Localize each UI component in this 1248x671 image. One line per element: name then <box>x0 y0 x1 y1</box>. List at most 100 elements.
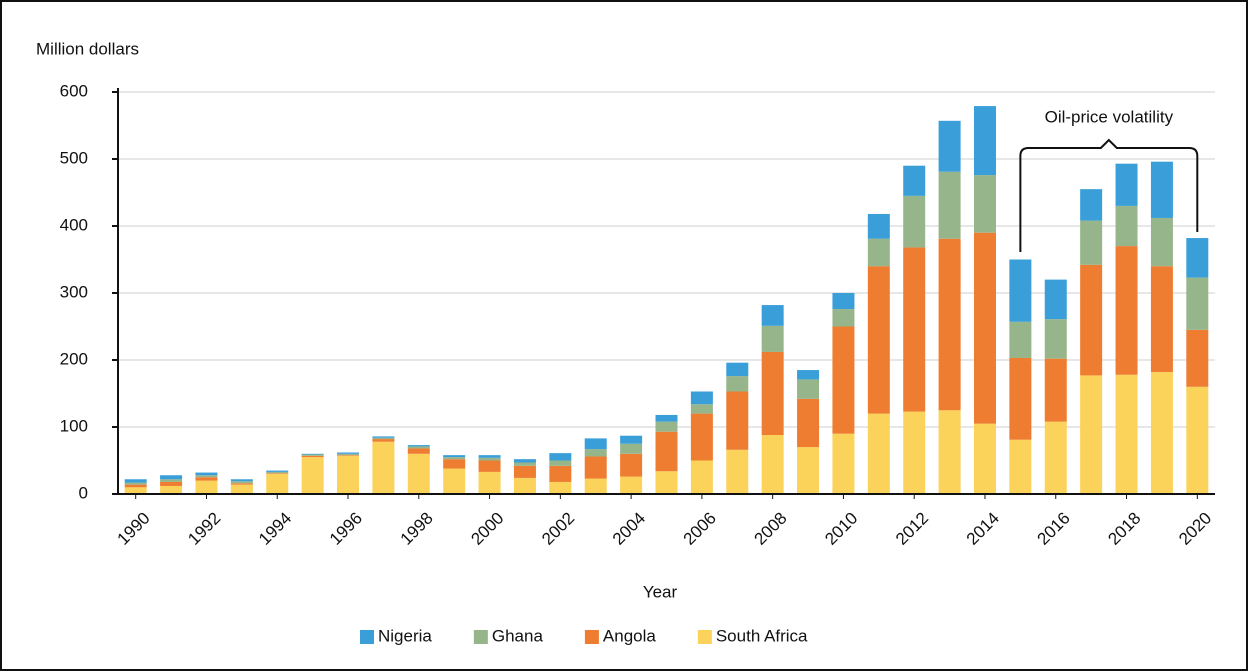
bar-segment <box>549 465 572 482</box>
annotation-bracket <box>1019 138 1199 252</box>
bar-segment <box>584 456 607 479</box>
x-tick-label: 2004 <box>609 509 649 549</box>
bar-segment <box>372 436 395 438</box>
bar-segment <box>443 455 466 458</box>
bar-segment <box>160 485 183 494</box>
x-tick-label: 2010 <box>821 509 861 549</box>
bar-segment <box>160 475 183 480</box>
bar-segment <box>938 410 961 494</box>
y-tick-label: 300 <box>60 282 88 301</box>
bar-segment <box>903 247 926 412</box>
bar-segment <box>655 421 678 432</box>
bar-segment <box>124 479 147 483</box>
bar-segment <box>372 437 395 440</box>
y-tick-label: 500 <box>60 148 88 167</box>
legend-label: Nigeria <box>378 626 432 645</box>
bar-segment <box>655 414 678 422</box>
bar-segment <box>230 479 253 482</box>
bar-segment <box>797 379 820 399</box>
bar-segment <box>867 413 890 494</box>
bar-segment <box>690 391 713 405</box>
bar-segment <box>549 481 572 494</box>
bar-segment <box>620 435 643 444</box>
bar-segment <box>903 411 926 494</box>
bar-segment <box>832 326 855 434</box>
bar-segment <box>301 454 324 456</box>
bar-segment <box>230 484 253 494</box>
bar-segment <box>337 455 360 456</box>
x-tick-label: 2016 <box>1034 509 1074 549</box>
legend-swatch <box>584 630 599 644</box>
bar-segment <box>1009 439 1032 494</box>
bar-segment <box>549 460 572 466</box>
bar-segment <box>124 487 147 494</box>
bar-segment <box>195 477 218 481</box>
bar-segment <box>832 309 855 327</box>
bar-segment <box>513 465 536 478</box>
bar-segment <box>478 460 501 472</box>
bar-segment <box>973 106 996 176</box>
bar-segment <box>584 438 607 450</box>
x-tick-label: 1992 <box>184 509 224 549</box>
bar-segment <box>761 435 784 494</box>
bar-segment <box>124 482 147 485</box>
bar-segment <box>726 376 749 392</box>
bar-segment <box>513 477 536 494</box>
bar-segment <box>1115 163 1138 206</box>
bar-segment <box>1186 386 1209 494</box>
bar-segment <box>655 471 678 494</box>
bar-segment <box>938 238 961 411</box>
bar-segment <box>549 453 572 461</box>
legend-swatch <box>360 630 374 644</box>
bar-segment <box>1044 319 1067 359</box>
bar-segment <box>337 452 360 454</box>
bar-segment <box>1044 421 1067 494</box>
bar-segment <box>124 484 147 488</box>
bar-segment <box>407 453 430 494</box>
bar-segment <box>1115 246 1138 375</box>
bar-segment <box>690 404 713 414</box>
bar-segment <box>1186 238 1209 278</box>
bar-segment <box>832 433 855 494</box>
legend-label: Angola <box>603 626 656 645</box>
bar-segment <box>620 453 643 477</box>
bar-segment <box>160 479 183 482</box>
bar-segment <box>1115 374 1138 494</box>
bar-segment <box>301 453 324 455</box>
bar-segment <box>903 165 926 196</box>
x-tick-label: 2002 <box>538 509 578 549</box>
x-tick-label: 1994 <box>255 509 295 549</box>
bar-segment <box>726 449 749 494</box>
x-tick-label: 1996 <box>326 509 366 549</box>
bar-segment <box>195 472 218 476</box>
bar-segment <box>266 473 289 494</box>
bar-segment <box>867 266 890 414</box>
bar-segment <box>761 325 784 352</box>
bar-segment <box>478 457 501 461</box>
bar-segment <box>938 171 961 239</box>
bar-segment <box>372 439 395 442</box>
y-tick-label: 0 <box>79 483 88 502</box>
bar-segment <box>797 447 820 494</box>
y-axis-label: Million dollars <box>36 39 139 58</box>
bar-segment <box>938 120 961 172</box>
y-tick-label: 600 <box>60 81 88 100</box>
bar-segment <box>584 478 607 494</box>
bar-segment <box>973 232 996 424</box>
bar-segment <box>160 481 183 486</box>
bar-segment <box>1186 329 1209 387</box>
y-tick-label: 200 <box>60 349 88 368</box>
bar-segment <box>372 441 395 494</box>
bar-segment <box>1080 375 1103 494</box>
x-tick-label: 2020 <box>1175 509 1215 549</box>
bar-segment <box>620 443 643 454</box>
bar-segment <box>478 471 501 494</box>
legend-swatch <box>473 630 488 644</box>
bar-segment <box>1150 161 1173 218</box>
bar-segment <box>513 462 536 466</box>
legend-swatch <box>697 630 712 644</box>
bar-segment <box>903 195 926 248</box>
x-axis-label: Year <box>643 582 678 601</box>
